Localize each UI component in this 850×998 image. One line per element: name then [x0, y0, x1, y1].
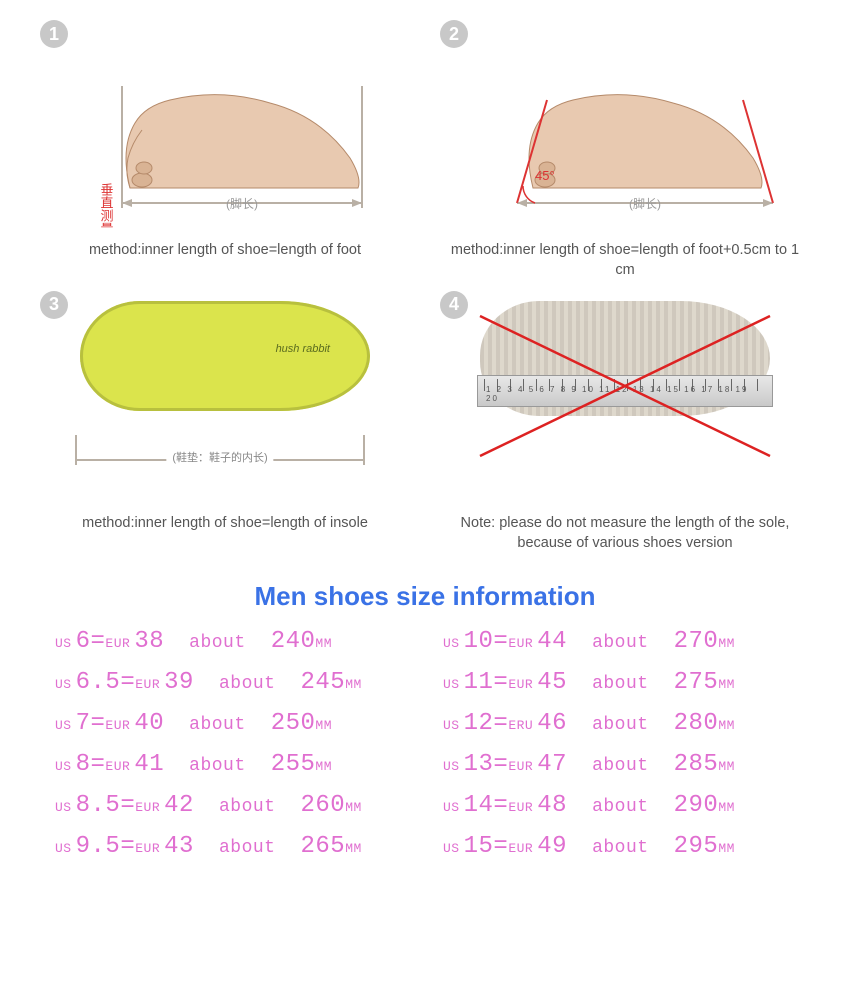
method-panel-4: 4 1 2 3 4 5 6 7 8 9 10 11 12 13 14 15 16…	[440, 291, 810, 554]
caption: method:inner length of shoe=length of in…	[40, 513, 410, 533]
svg-text:45°: 45°	[535, 168, 555, 183]
foot-diagram-angled: 45° (脚长)	[440, 28, 810, 228]
method-panel-1: 1 (脚长) 垂直测量 method:inner length of shoe=…	[40, 20, 410, 281]
size-row: US12=ERU46 about 280MM	[443, 710, 795, 737]
insole-shape: hush rabbit	[80, 301, 370, 411]
caption: method:inner length of shoe=length of fo…	[440, 240, 810, 281]
size-row: US8=EUR41 about 255MM	[55, 751, 407, 778]
ruler: 1 2 3 4 5 6 7 8 9 10 11 12 13 14 15 16 1…	[477, 375, 773, 407]
insole-diagram: hush rabbit (鞋垫：鞋子的内长)	[40, 301, 410, 501]
size-row: US9.5=EUR43 about 265MM	[55, 833, 407, 860]
caption: Note: please do not measure the length o…	[440, 513, 810, 554]
size-section-title: Men shoes size information	[0, 581, 850, 612]
size-row: US8.5=EUR42 about 260MM	[55, 792, 407, 819]
dimension-line: (鞋垫：鞋子的内长)	[75, 459, 365, 461]
size-row: US6.5=EUR39 about 245MM	[55, 669, 407, 696]
size-row: US11=EUR45 about 275MM	[443, 669, 795, 696]
sole-wrong-diagram: 1 2 3 4 5 6 7 8 9 10 11 12 13 14 15 16 1…	[440, 301, 810, 501]
svg-text:(脚长): (脚长)	[629, 196, 661, 211]
foot-diagram-vertical: (脚长) 垂直测量	[40, 28, 410, 228]
size-row: US7=EUR40 about 250MM	[55, 710, 407, 737]
method-panel-3: 3 hush rabbit (鞋垫：鞋子的内长) method:inner le…	[40, 291, 410, 554]
size-row: US13=EUR47 about 285MM	[443, 751, 795, 778]
insole-brand: hush rabbit	[276, 343, 330, 355]
size-row: US14=EUR48 about 290MM	[443, 792, 795, 819]
svg-text:(脚长): (脚长)	[226, 196, 258, 211]
methods-grid: 1 (脚长) 垂直测量 method:inner length of shoe=…	[0, 0, 850, 553]
size-table: US6=EUR38 about 240MM US6.5=EUR39 about 2…	[0, 628, 850, 880]
size-row: US6=EUR38 about 240MM	[55, 628, 407, 655]
caption: method:inner length of shoe=length of fo…	[40, 240, 410, 260]
dimension-label: (鞋垫：鞋子的内长)	[166, 449, 273, 465]
svg-text:垂直测量: 垂直测量	[99, 183, 114, 228]
method-panel-2: 2 45° (脚长) method:inner length of shoe=l…	[440, 20, 810, 281]
size-row: US15=EUR49 about 295MM	[443, 833, 795, 860]
size-row: US10=EUR44 about 270MM	[443, 628, 795, 655]
